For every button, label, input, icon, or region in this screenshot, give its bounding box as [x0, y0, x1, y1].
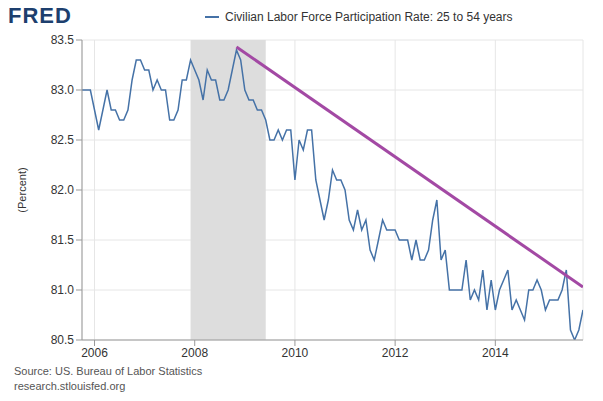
- svg-text:82.5: 82.5: [51, 133, 75, 147]
- svg-text:83.0: 83.0: [51, 83, 75, 97]
- svg-text:2010: 2010: [282, 346, 309, 360]
- svg-text:81.0: 81.0: [51, 283, 75, 297]
- svg-text:83.5: 83.5: [51, 33, 75, 47]
- svg-text:81.5: 81.5: [51, 233, 75, 247]
- html-text:research.stlouisfed.org: research.stlouisfed.org: [14, 380, 126, 392]
- html-text:Source: US. Bureau of Labor St: Source: US. Bureau of Labor Statistics: [14, 365, 203, 377]
- html-text:Civilian Labor Force Participa: Civilian Labor Force Participation Rate:…: [225, 10, 513, 24]
- svg-text:(Percent): (Percent): [16, 167, 28, 212]
- svg-text:2006: 2006: [81, 346, 108, 360]
- svg-text:82.0: 82.0: [51, 183, 75, 197]
- svg-text:80.5: 80.5: [51, 333, 75, 347]
- svg-text:2014: 2014: [482, 346, 509, 360]
- svg-text:2012: 2012: [382, 346, 409, 360]
- html-text:FRED: FRED: [8, 3, 72, 28]
- svg-text:2008: 2008: [181, 346, 208, 360]
